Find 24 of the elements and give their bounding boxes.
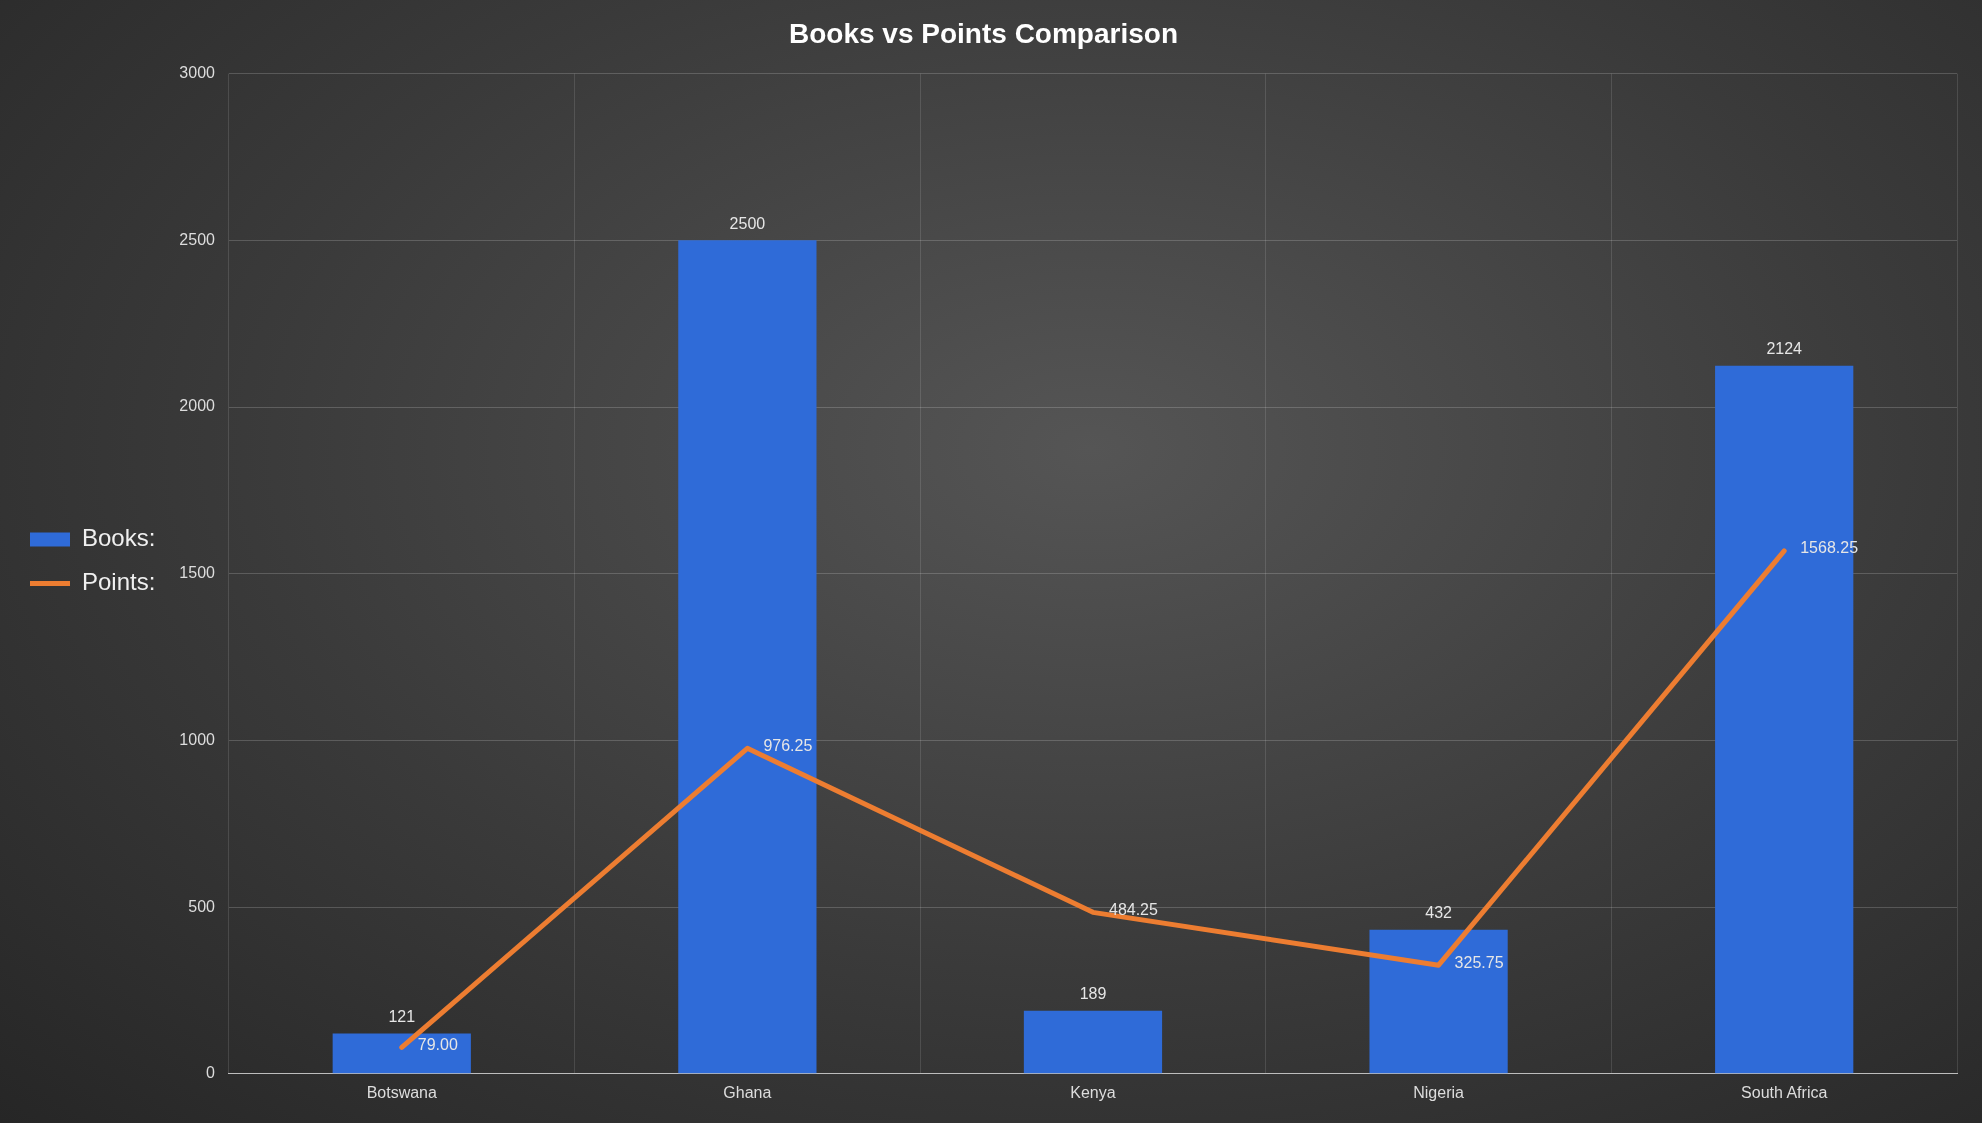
data-label: 2500 — [729, 214, 766, 232]
data-label: 121 — [388, 1007, 416, 1025]
y-tick-label: 2000 — [179, 397, 216, 415]
data-label: 2124 — [1766, 340, 1803, 358]
y-tick-label: 3000 — [179, 64, 216, 82]
data-label: 484.25 — [1108, 900, 1159, 918]
y-tick-label: 1000 — [179, 730, 216, 748]
data-label: 325.75 — [1454, 953, 1504, 971]
x-tick-label: South Africa — [1741, 1083, 1828, 1101]
data-label: 189 — [1079, 985, 1107, 1003]
legend-label: Books: — [82, 524, 156, 552]
legend-label: Points: — [82, 568, 156, 596]
data-label: 432 — [1425, 904, 1453, 922]
y-tick-label: 1500 — [179, 564, 216, 582]
chart-title: Books vs Points Comparison — [789, 17, 1178, 49]
x-tick-label: Nigeria — [1413, 1083, 1465, 1101]
y-tick-label: 0 — [206, 1064, 216, 1082]
x-tick-label: Botswana — [366, 1083, 437, 1101]
data-label: 976.25 — [763, 736, 813, 754]
data-label: 79.00 — [417, 1035, 458, 1053]
y-tick-label: 500 — [188, 897, 216, 915]
x-tick-label: Ghana — [723, 1083, 772, 1101]
y-tick-label: 2500 — [179, 230, 216, 248]
x-tick-label: Kenya — [1070, 1083, 1116, 1101]
